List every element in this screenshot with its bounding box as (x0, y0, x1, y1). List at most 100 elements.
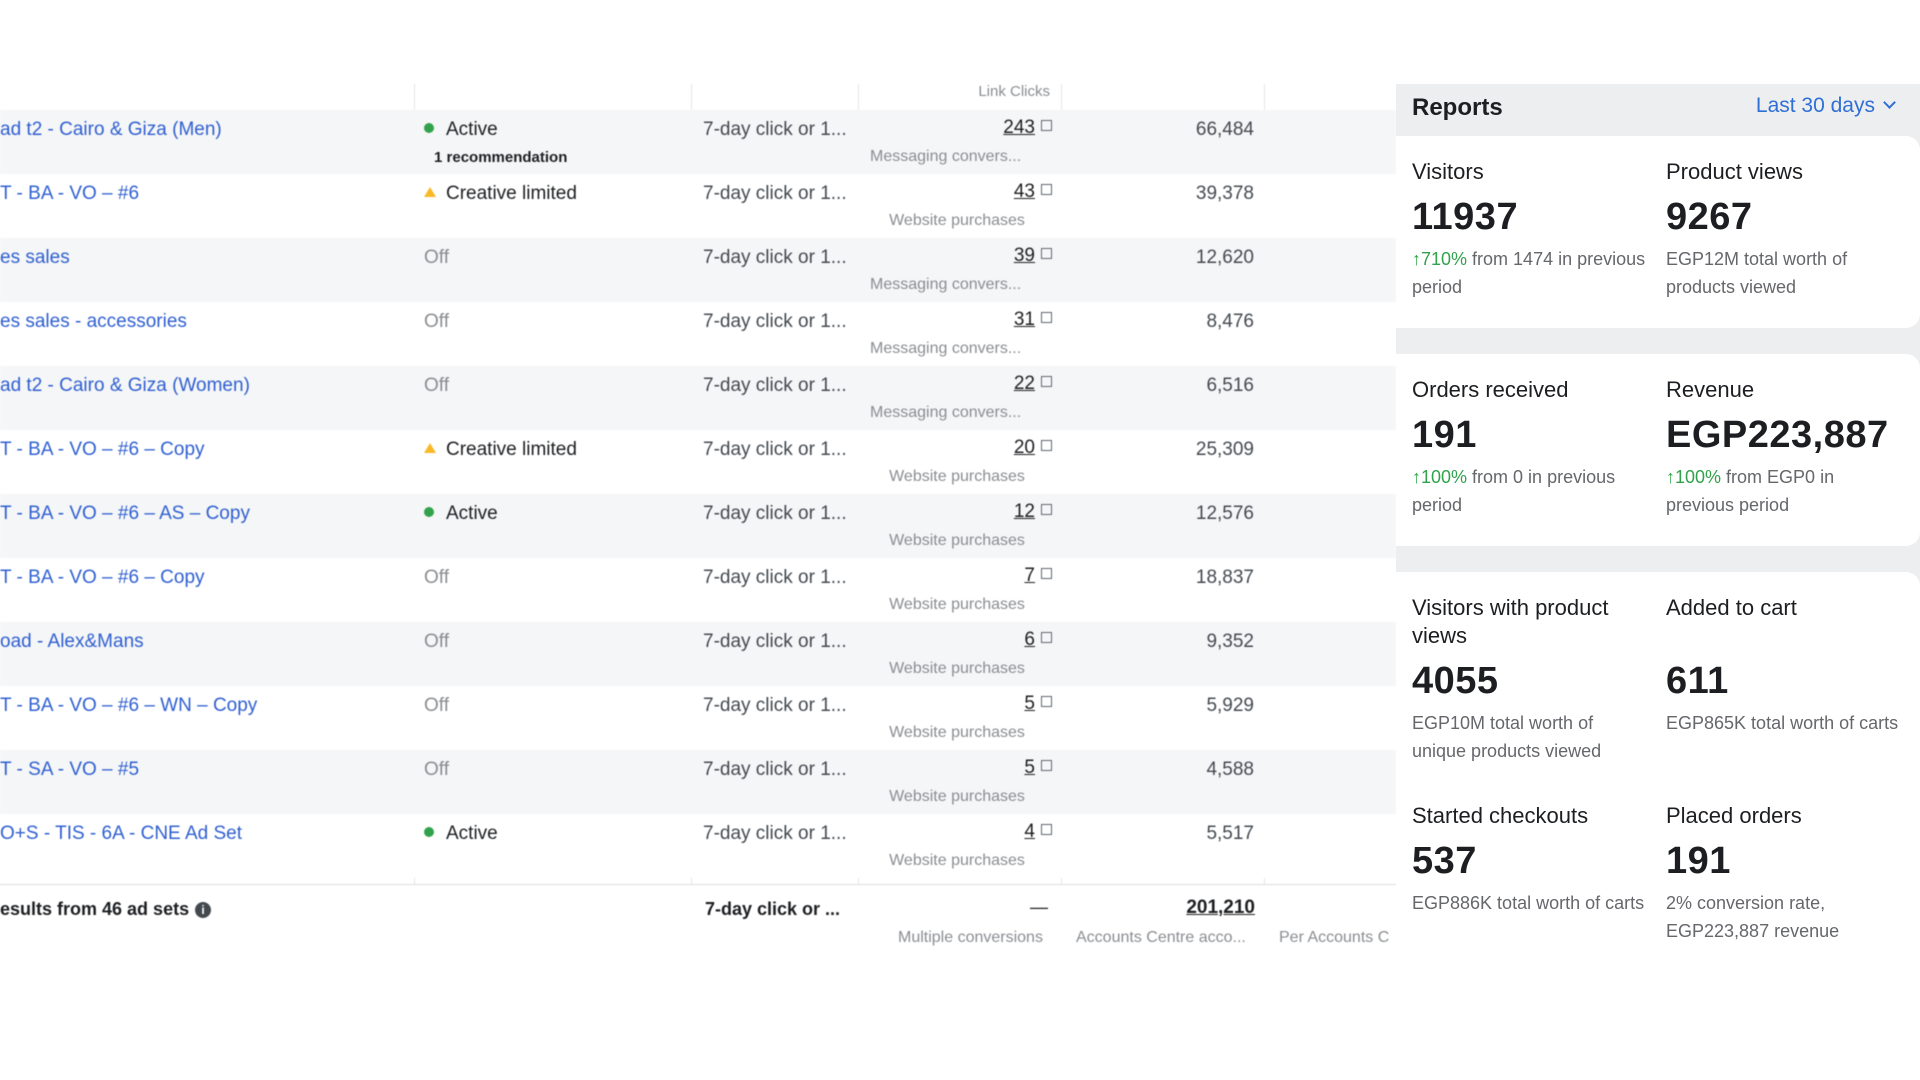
results-value[interactable]: 43 (1013, 181, 1035, 202)
results-value[interactable]: 6 (1024, 629, 1035, 650)
delivery-status: Creative limited (424, 183, 684, 205)
ad-set-name-link[interactable]: T - BA - VO – #6 (0, 183, 140, 204)
status-label: Off (424, 375, 449, 396)
metric-note: 2% conversion rate, EGP223,887 revenue (1666, 893, 1840, 941)
results-cell: 7 Website purchases (862, 565, 1052, 614)
metric-label: Started checkouts (1412, 803, 1589, 828)
results-value[interactable]: 5 (1024, 693, 1035, 714)
ad-set-name-link[interactable]: ad t2 - Cairo & Giza (Women) (0, 375, 250, 396)
reach-value: 9,352 (1206, 631, 1254, 652)
results-value[interactable]: 20 (1013, 437, 1035, 458)
metric-note: EGP886K total worth of carts (1412, 893, 1645, 913)
table-row[interactable]: T - BA - VO – #6 – Copy Creative limited 7… (0, 430, 1396, 494)
change-indicator: ↑100% (1412, 467, 1468, 487)
table-row[interactable]: T - SA - VO – #5 Off 7-day click or 1... 5 W… (0, 750, 1396, 814)
info-icon[interactable]: i (195, 902, 212, 919)
ad-set-name-link[interactable]: T - BA - VO – #6 – Copy (0, 567, 205, 588)
total-reach[interactable]: 201,210 (1186, 897, 1255, 918)
results-value[interactable]: 22 (1013, 373, 1035, 394)
metric-label: Orders received (1412, 377, 1569, 402)
reach-value: 5,517 (1206, 823, 1254, 844)
breakdown-icon[interactable] (1041, 184, 1052, 196)
delivery-status: Off (424, 311, 684, 333)
attribution-setting: 7-day click or 1... (703, 311, 847, 332)
breakdown-icon[interactable] (1041, 504, 1052, 516)
attribution-setting: 7-day click or 1... (703, 439, 847, 460)
date-range-dropdown[interactable]: Last 30 days (1755, 94, 1896, 118)
status-label: Off (424, 631, 449, 652)
table-row[interactable]: T - BA - VO – #6 – AS – Copy Active 7-day … (0, 494, 1396, 558)
breakdown-icon[interactable] (1041, 824, 1052, 836)
table-row[interactable]: O+S - TIS - 6A - CNE Ad Set Active 7-day c… (0, 814, 1396, 878)
status-label: Creative limited (446, 439, 577, 460)
attribution-setting: 7-day click or 1... (703, 759, 847, 780)
delivery-status: Active 1 recommendation (424, 119, 684, 166)
delivery-status: Off (424, 567, 684, 589)
date-range-label: Last 30 days (1755, 94, 1875, 117)
results-column-header[interactable]: Link Clicks (978, 84, 1050, 100)
recommendation-link[interactable]: 1 recommendation (434, 149, 568, 166)
result-type: Website purchases (889, 212, 1025, 229)
breakdown-icon[interactable] (1041, 568, 1052, 580)
results-value[interactable]: 12 (1013, 501, 1035, 522)
table-row[interactable]: es sales - accessories Off 7-day click or … (0, 302, 1396, 366)
reach-value: 39,378 (1195, 183, 1254, 204)
ad-set-name-link[interactable]: es sales (0, 247, 70, 268)
table-row[interactable]: T - BA - VO – #6 – Copy Off 7-day click or… (0, 558, 1396, 622)
breakdown-icon[interactable] (1041, 376, 1052, 388)
reach-value: 25,309 (1195, 439, 1254, 460)
reach-value: 4,588 (1206, 759, 1254, 780)
table-row[interactable]: oad - Alex&Mans Off 7-day click or 1... 6 We… (0, 622, 1396, 686)
change-indicator: ↑100% (1666, 467, 1722, 487)
attribution-setting: 7-day click or 1... (703, 823, 847, 844)
breakdown-icon[interactable] (1041, 312, 1052, 324)
table-row[interactable]: ad t2 - Cairo & Giza (Men) Active 1 recomm… (0, 110, 1396, 174)
results-cell: 20 Website purchases (862, 437, 1052, 486)
delivery-status: Off (424, 375, 684, 397)
metric-visitors-with-product-views: Visitors with product views 4055 EGP10M … (1412, 594, 1652, 765)
table-row[interactable]: T - BA - VO – #6 – WN – Copy Off 7-day cli… (0, 686, 1396, 750)
breakdown-icon[interactable] (1041, 248, 1052, 260)
warning-icon (424, 442, 436, 453)
ad-set-name-link[interactable]: ad t2 - Cairo & Giza (Men) (0, 119, 222, 140)
metric-value: 4055 (1412, 660, 1499, 702)
breakdown-icon[interactable] (1041, 760, 1052, 772)
ad-set-name-link[interactable]: T - BA - VO – #6 – AS – Copy (0, 503, 250, 524)
delivery-status: Active (424, 823, 684, 845)
results-value[interactable]: 4 (1024, 821, 1035, 842)
change-indicator: ↑710% (1412, 249, 1468, 269)
metrics-card-sales: Orders received 191 ↑100% from 0 in prev… (1396, 354, 1920, 546)
metric-visitors: Visitors 11937 ↑710% from 1474 in previo… (1412, 158, 1652, 301)
ad-set-name-link[interactable]: T - SA - VO – #5 (0, 759, 140, 780)
attribution-setting: 7-day click or 1... (703, 631, 847, 652)
results-value[interactable]: 7 (1024, 565, 1035, 586)
breakdown-icon[interactable] (1041, 696, 1052, 708)
note-text: from 1474 in previous period (1412, 249, 1646, 297)
delivery-status: Active (424, 503, 684, 525)
table-row[interactable]: T - BA - VO – #6 Creative limited 7-day cl… (0, 174, 1396, 238)
result-type: Website purchases (889, 788, 1025, 805)
total-result-type: Multiple conversions (898, 929, 1043, 946)
breakdown-icon[interactable] (1041, 632, 1052, 644)
ad-set-name-link[interactable]: es sales - accessories (0, 311, 187, 332)
ad-set-name-link[interactable]: oad - Alex&Mans (0, 631, 144, 652)
table-row[interactable]: ad t2 - Cairo & Giza (Women) Off 7-day cli… (0, 366, 1396, 430)
results-value[interactable]: 5 (1024, 757, 1035, 778)
results-value[interactable]: 243 (1003, 117, 1035, 138)
results-value[interactable]: 39 (1013, 245, 1035, 266)
attribution-setting: 7-day click or 1... (703, 183, 847, 204)
metric-started-checkouts: Started checkouts 537 EGP886K total wort… (1412, 802, 1652, 917)
ad-set-name-link[interactable]: T - BA - VO – #6 – Copy (0, 439, 205, 460)
results-value[interactable]: 31 (1013, 309, 1035, 330)
ad-set-name-link[interactable]: O+S - TIS - 6A - CNE Ad Set (0, 823, 242, 844)
breakdown-icon[interactable] (1041, 120, 1052, 132)
metric-label: Added to cart (1666, 595, 1797, 620)
table-row[interactable]: es sales Off 7-day click or 1... 39 Messagin… (0, 238, 1396, 302)
results-cell: 243 Messaging convers... (862, 117, 1052, 166)
metric-note: EGP12M total worth of products viewed (1666, 249, 1848, 297)
attribution-setting: 7-day click or 1... (703, 695, 847, 716)
active-status-icon (424, 826, 434, 837)
metric-note: ↑100% from 0 in previous period (1412, 463, 1652, 519)
breakdown-icon[interactable] (1041, 440, 1052, 452)
ad-set-name-link[interactable]: T - BA - VO – #6 – WN – Copy (0, 695, 258, 716)
